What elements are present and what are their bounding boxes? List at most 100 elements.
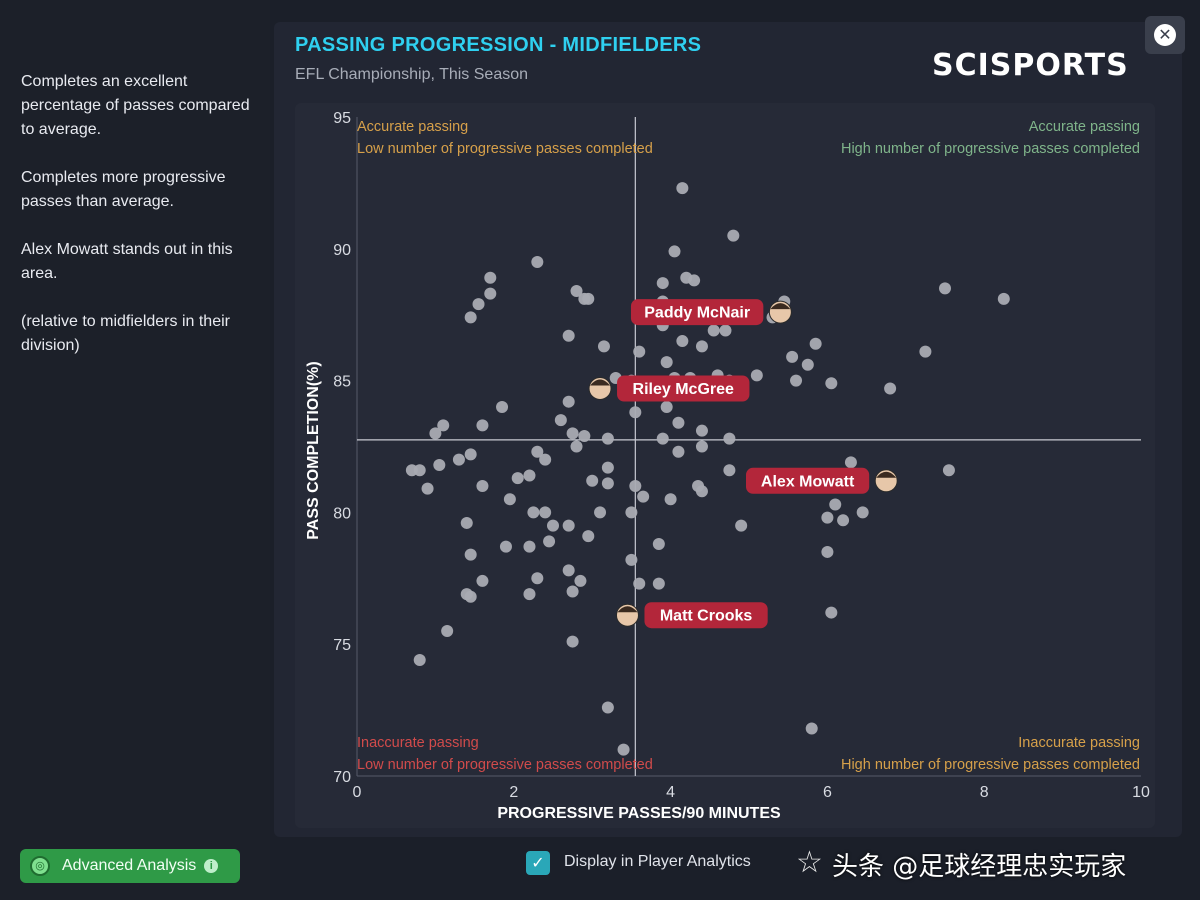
data-point [464, 311, 477, 324]
data-point [825, 606, 838, 619]
data-point [554, 414, 567, 427]
data-point [531, 255, 544, 268]
data-point [429, 427, 442, 440]
data-point [464, 448, 477, 461]
data-point [582, 292, 595, 305]
chart-title: PASSING PROGRESSION - MIDFIELDERS [295, 34, 702, 56]
player-hair-icon [590, 379, 611, 386]
player-marker: Alex Mowatt [746, 467, 898, 494]
data-point [688, 274, 701, 287]
data-point [723, 464, 736, 477]
player-label: Paddy McNair [644, 305, 750, 322]
quadrant-bottom-left-line-2: Low number of progressive passes complet… [357, 757, 653, 773]
data-point [856, 506, 869, 519]
data-point [523, 540, 536, 553]
data-point [750, 369, 763, 382]
data-point [723, 432, 736, 445]
player-marker: Riley McGree [588, 375, 750, 402]
data-point [633, 345, 646, 358]
data-point [511, 472, 524, 485]
data-point [413, 654, 426, 667]
data-point [562, 519, 575, 532]
data-point [433, 458, 446, 471]
data-point [809, 337, 822, 350]
info-icon[interactable]: i [204, 859, 219, 873]
player-hair-icon [617, 606, 638, 613]
data-point [437, 419, 450, 432]
data-point [566, 635, 579, 648]
data-point [676, 182, 689, 195]
data-point [821, 545, 834, 558]
data-point [441, 625, 454, 638]
data-point [570, 284, 583, 297]
data-point [523, 588, 536, 601]
data-point [805, 722, 818, 735]
x-tick-label: 2 [509, 784, 518, 801]
data-point [629, 480, 642, 493]
data-point [844, 456, 857, 469]
data-point [652, 538, 665, 551]
advanced-analysis-button[interactable]: ◎ Advanced Analysis i [20, 849, 240, 883]
star-icon[interactable]: ☆ [796, 846, 823, 879]
data-point [484, 271, 497, 284]
quadrant-top-right-line-1: Accurate passing [1029, 119, 1140, 135]
scisports-logo: SCISPORTS [932, 48, 1129, 83]
data-point [656, 277, 669, 290]
data-point [531, 572, 544, 585]
display-checkbox[interactable]: ✓ [526, 851, 550, 875]
player-label-bg [746, 467, 870, 494]
data-point [656, 432, 669, 445]
data-point [499, 540, 512, 553]
player-label: Riley McGree [633, 381, 734, 398]
analysis-description: Completes an excellent percentage of pas… [21, 70, 266, 382]
data-point [539, 453, 552, 466]
description-line-3: Alex Mowatt stands out in this area. [21, 241, 233, 282]
y-tick-label: 80 [333, 505, 351, 522]
data-point [884, 382, 897, 395]
x-tick-label: 8 [980, 784, 989, 801]
data-point [464, 548, 477, 561]
player-label-bg [617, 375, 750, 402]
data-point [578, 429, 591, 442]
close-button[interactable]: ✕ [1145, 16, 1185, 54]
data-point [672, 445, 685, 458]
data-point [460, 516, 473, 529]
data-point [601, 432, 614, 445]
chart-subtitle: EFL Championship, This Season [295, 66, 529, 83]
data-point [562, 564, 575, 577]
data-point [617, 743, 630, 756]
data-point [790, 374, 803, 387]
data-point [719, 324, 732, 337]
y-axis-title: PASS COMPLETION(%) [305, 361, 322, 539]
data-point [942, 464, 955, 477]
data-point [707, 324, 720, 337]
x-axis-title: PROGRESSIVE PASSES/90 MINUTES [497, 805, 781, 822]
data-point [464, 590, 477, 603]
data-point [695, 424, 708, 437]
quadrant-top-left-line-1: Accurate passing [357, 119, 468, 135]
data-point [539, 506, 552, 519]
data-point [664, 493, 677, 506]
x-tick-label: 6 [823, 784, 832, 801]
data-point [496, 400, 509, 413]
data-point [574, 574, 587, 587]
display-checkbox-label[interactable]: Display in Player Analytics [564, 853, 751, 870]
data-point [562, 395, 575, 408]
data-point [727, 229, 740, 242]
data-point [637, 490, 650, 503]
data-point [801, 358, 814, 371]
data-point [660, 400, 673, 413]
data-point [543, 535, 556, 548]
data-point [695, 440, 708, 453]
data-point [562, 329, 575, 342]
player-hair-icon [770, 303, 791, 310]
data-point [695, 340, 708, 353]
data-point [829, 498, 842, 511]
player-marker: Paddy McNair [630, 299, 792, 326]
player-label-bg [630, 299, 764, 326]
data-point [547, 519, 559, 532]
y-tick-label: 75 [333, 637, 351, 654]
close-icon: ✕ [1154, 24, 1176, 46]
data-point [786, 350, 799, 363]
